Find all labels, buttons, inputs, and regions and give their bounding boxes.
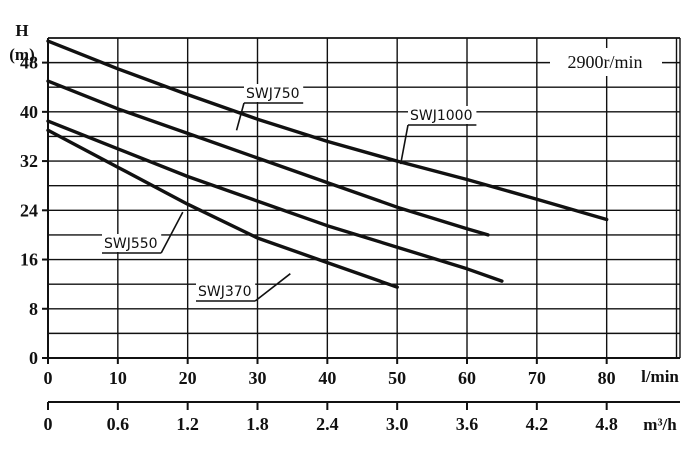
x-tick-label-lmin: 0	[44, 368, 53, 388]
x-tick-label-lmin: 40	[318, 368, 336, 388]
y-axis-unit: (m)	[9, 45, 34, 64]
x-tick-label-lmin: 10	[109, 368, 127, 388]
series-label-swj1000: SWJ1000	[410, 108, 473, 124]
speed-annotation-bg	[550, 48, 662, 76]
series-label-bg	[408, 106, 477, 124]
x-tick-label-m3h: 4.2	[526, 414, 549, 434]
y-axis-title: H	[15, 21, 28, 40]
x-tick-label-lmin: 80	[598, 368, 616, 388]
curve-swj370	[46, 128, 399, 289]
y-tick-label: 8	[29, 299, 38, 319]
y-tick-label: 32	[20, 151, 38, 171]
axes: 0 8 16 24 32 40 48 0 10 20 30 40 50 60 70 80 0 0.6 1.2 1.8 2…	[20, 38, 680, 434]
series-label-bg	[244, 84, 304, 102]
x-tick-label-m3h: 1.2	[176, 414, 199, 434]
grid	[48, 37, 681, 358]
series-label-swj550: SWJ550	[104, 236, 158, 252]
series-label-bg	[196, 282, 256, 300]
x-tick-label-lmin: 60	[458, 368, 476, 388]
curve-swj750	[46, 79, 490, 237]
x-axis-unit-lmin: l/min	[641, 367, 679, 386]
curve-swj550	[46, 119, 504, 283]
y-tick-label: 24	[20, 200, 38, 220]
x-tick-label-lmin: 50	[388, 368, 406, 388]
x-axis-unit-m3h: m³/h	[643, 415, 677, 434]
series-label-swj750: SWJ750	[246, 86, 300, 102]
series-leader-line	[160, 211, 184, 254]
y-tick-label: 0	[29, 348, 38, 368]
x-tick-label-lmin: 70	[528, 368, 546, 388]
series-label-swj370: SWJ370	[198, 284, 252, 300]
series-leader-line	[399, 124, 409, 165]
x-tick-label-m3h: 2.4	[316, 414, 339, 434]
x-tick-label-lmin: 30	[249, 368, 267, 388]
curves	[46, 39, 609, 289]
x-tick-label-m3h: 4.8	[595, 414, 618, 434]
series-leader-line	[235, 102, 245, 131]
x-tick-label-m3h: 0	[44, 414, 53, 434]
y-tick-label: 48	[20, 53, 38, 73]
y-tick-label: 40	[20, 102, 38, 122]
x-tick-label-m3h: 3.6	[456, 414, 479, 434]
y-tick-label: 16	[20, 250, 38, 270]
series-leader-line	[254, 273, 291, 302]
x-tick-label-m3h: 1.8	[246, 414, 269, 434]
series-label-bg	[102, 234, 162, 252]
speed-annotation: 2900r/min	[568, 52, 643, 72]
labels: SWJ1000 SWJ750 SWJ550 SWJ370	[102, 84, 477, 302]
x-tick-label-m3h: 0.6	[107, 414, 130, 434]
curve-swj1000	[46, 39, 609, 222]
x-tick-label-m3h: 3.0	[386, 414, 409, 434]
x-tick-label-lmin: 20	[179, 368, 197, 388]
